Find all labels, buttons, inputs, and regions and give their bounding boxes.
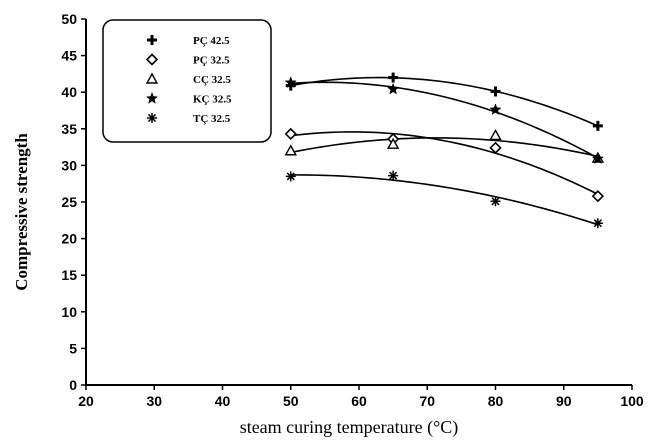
data-point: [489, 141, 502, 154]
data-points: [284, 72, 605, 229]
x-axis-title: steam curing temperature (°C): [240, 417, 459, 438]
legend-marker: [145, 53, 159, 66]
y-tick-label: 45: [61, 48, 77, 64]
y-tick-label: 40: [61, 84, 77, 100]
x-tick-label: 50: [283, 393, 299, 409]
data-point: [592, 218, 603, 229]
legend: PÇ 42.5 PÇ 32.5 CÇ 32.5 KÇ 32.5 TÇ 32.5: [102, 19, 272, 143]
trend-line-2: [290, 131, 599, 196]
y-tick-label: 25: [61, 194, 77, 210]
x-tick-label: 80: [488, 393, 504, 409]
data-point: [285, 171, 296, 182]
x-tick-label: 70: [419, 393, 435, 409]
data-point: [388, 170, 399, 181]
data-point: [284, 127, 297, 141]
legend-label: KÇ 32.5: [193, 94, 232, 106]
data-point: [489, 128, 502, 141]
data-point: [489, 103, 502, 116]
data-point: [591, 152, 605, 165]
trend-line-3: [290, 137, 599, 158]
trend-line-5: [290, 174, 599, 226]
data-point: [386, 82, 400, 95]
legend-marker: [145, 72, 159, 84]
legend-box: [102, 19, 272, 143]
legend-label: PÇ 32.5: [193, 55, 230, 67]
legend-label: CÇ 32.5: [193, 74, 231, 86]
legend-label: TÇ 32.5: [193, 113, 231, 125]
y-tick-label: 20: [61, 231, 77, 247]
y-tick-label: 50: [61, 11, 77, 27]
legend-label: PÇ 42.5: [193, 35, 230, 47]
data-point: [490, 196, 501, 207]
y-tick-label: 5: [69, 340, 77, 356]
trend-line-1: [290, 76, 599, 127]
y-tick-label: 15: [61, 267, 77, 283]
y-tick-label: 35: [61, 121, 77, 137]
y-tick-label: 0: [69, 377, 77, 393]
x-tick-label: 40: [215, 393, 231, 409]
data-point: [284, 76, 297, 88]
data-point: [591, 190, 605, 203]
legend-marker: [145, 91, 159, 104]
trend-lines: [290, 76, 599, 226]
data-point: [284, 144, 297, 156]
x-tick-label: 100: [620, 393, 644, 409]
x-tick-label: 30: [146, 393, 162, 409]
data-point: [490, 86, 501, 97]
x-tick-label: 20: [78, 393, 94, 409]
y-axis-title: Compressive strength: [12, 133, 31, 291]
trend-line-4: [290, 81, 599, 159]
data-point: [388, 72, 399, 83]
x-tick-label: 90: [556, 393, 572, 409]
x-tick-label: 60: [351, 393, 367, 409]
y-tick-label: 10: [61, 304, 77, 320]
axes: 20 30 40 50 60 70 80 90 100 0 5 10 15 20 25 30 35 40 45 50 s…: [12, 11, 644, 438]
data-point: [386, 137, 400, 149]
data-point: [592, 120, 603, 131]
legend-marker: [147, 113, 157, 123]
y-tick-label: 30: [61, 157, 77, 173]
legend-marker: [147, 35, 157, 45]
